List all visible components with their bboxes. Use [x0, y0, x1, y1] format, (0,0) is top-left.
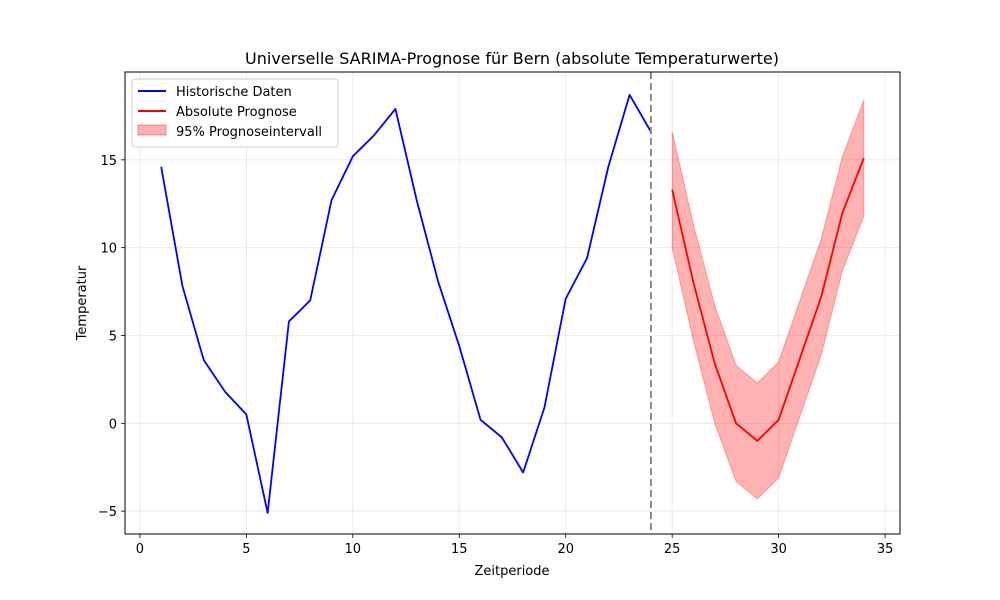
y-axis-label: Temperatur [75, 265, 90, 341]
forecast-line [671, 157, 865, 442]
legend-box [131, 78, 339, 148]
x-tick-label: 20 [557, 542, 574, 557]
axis-ticks: 0 5 10 15 20 25 30 35 −5 0 5 10 15 [98, 154, 894, 557]
y-tick-label: 0 [109, 417, 117, 432]
historical-data-line [160, 93, 652, 514]
y-tick-label: 10 [100, 242, 117, 257]
plot-area [160, 72, 865, 534]
y-tick-label: 15 [100, 154, 117, 169]
legend-label-historical: Historische Daten [176, 85, 292, 100]
x-tick-label: 35 [877, 542, 894, 557]
x-tick-label: 5 [242, 542, 250, 557]
grid [125, 72, 900, 534]
legend-label-forecast: Absolute Prognose [176, 105, 297, 120]
legend-label-interval: 95% Prognoseintervall [176, 125, 322, 140]
forecast-interval-band [671, 99, 865, 500]
x-tick-label: 0 [136, 542, 144, 557]
chart-title: Universelle SARIMA-Prognose für Bern (ab… [245, 49, 779, 68]
legend: Historische Daten Absolute Prognose 95% … [131, 78, 339, 148]
y-tick-label: −5 [98, 505, 117, 520]
x-tick-label: 25 [664, 542, 681, 557]
legend-swatch-interval [137, 124, 167, 136]
x-tick-label: 30 [770, 542, 787, 557]
x-tick-label: 15 [451, 542, 468, 557]
axes-frame [124, 71, 901, 535]
x-axis-label: Zeitperiode [474, 564, 549, 579]
y-tick-label: 5 [109, 329, 117, 344]
x-tick-label: 10 [345, 542, 362, 557]
